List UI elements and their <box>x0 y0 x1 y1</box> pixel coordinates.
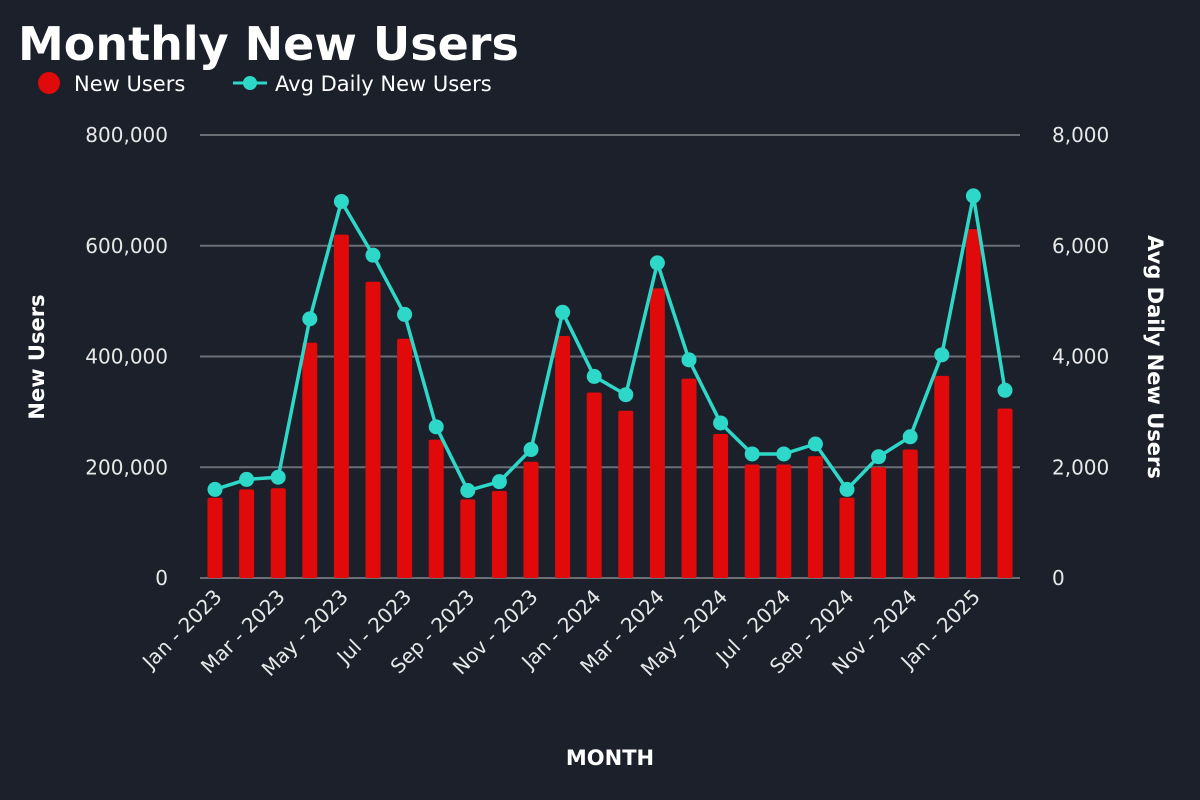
point-avg-daily-new-users[interactable] <box>491 474 507 490</box>
bar-new-users[interactable] <box>333 234 349 579</box>
point-avg-daily-new-users[interactable] <box>965 188 981 204</box>
bar-new-users[interactable] <box>428 439 444 578</box>
point-avg-daily-new-users[interactable] <box>713 415 729 431</box>
bar-new-users[interactable] <box>523 461 539 578</box>
bar-new-users[interactable] <box>207 497 223 578</box>
y-axis-left-ticks: 0 200,000 400,000 600,000 800,000 <box>85 123 168 590</box>
bar-new-users[interactable] <box>618 410 634 578</box>
legend-item-avg-daily[interactable]: Avg Daily New Users <box>233 72 492 96</box>
point-avg-daily-new-users[interactable] <box>776 446 792 462</box>
point-avg-daily-new-users[interactable] <box>839 481 855 497</box>
legend-item-new-users[interactable]: New Users <box>38 72 185 96</box>
bar-series <box>207 229 1013 579</box>
y-axis-right-ticks: 0 2,000 4,000 6,000 8,000 <box>1052 123 1109 590</box>
bar-new-users[interactable] <box>934 375 950 578</box>
point-avg-daily-new-users[interactable] <box>555 304 571 320</box>
bar-new-users[interactable] <box>807 456 823 578</box>
y2-tick-label: 4,000 <box>1052 345 1109 369</box>
point-avg-daily-new-users[interactable] <box>523 442 539 458</box>
point-avg-daily-new-users[interactable] <box>239 471 255 487</box>
gridlines <box>200 134 1020 579</box>
point-avg-daily-new-users[interactable] <box>428 419 444 435</box>
point-avg-daily-new-users[interactable] <box>460 483 476 499</box>
bar-new-users[interactable] <box>460 499 476 578</box>
legend-swatch-dot-avg-daily <box>243 76 257 90</box>
bar-new-users[interactable] <box>555 336 571 578</box>
point-avg-daily-new-users[interactable] <box>681 352 697 368</box>
bar-new-users[interactable] <box>239 489 255 578</box>
point-avg-daily-new-users[interactable] <box>397 306 413 322</box>
bar-new-users[interactable] <box>871 467 887 578</box>
chart-title: Monthly New Users <box>18 17 519 71</box>
bar-new-users[interactable] <box>302 342 318 578</box>
point-avg-daily-new-users[interactable] <box>207 481 223 497</box>
point-avg-daily-new-users[interactable] <box>997 382 1013 398</box>
line-series <box>207 188 1013 499</box>
point-avg-daily-new-users[interactable] <box>649 255 665 271</box>
y2-tick-label: 6,000 <box>1052 234 1109 258</box>
bar-new-users[interactable] <box>491 491 507 578</box>
y-tick-label: 0 <box>155 566 168 590</box>
x-axis-title: MONTH <box>566 746 654 770</box>
y-axis-title: New Users <box>25 294 49 419</box>
point-avg-daily-new-users[interactable] <box>871 449 887 465</box>
y-tick-label: 200,000 <box>85 455 168 479</box>
bar-new-users[interactable] <box>839 497 855 578</box>
bar-new-users[interactable] <box>776 464 792 578</box>
bar-new-users[interactable] <box>713 434 729 578</box>
y-tick-label: 800,000 <box>85 123 168 147</box>
line-avg-daily-new-users <box>214 194 1007 493</box>
bar-new-users[interactable] <box>586 392 602 578</box>
y-tick-label: 600,000 <box>85 234 168 258</box>
legend-label-new-users: New Users <box>74 72 185 96</box>
point-avg-daily-new-users[interactable] <box>807 436 823 452</box>
y-tick-label: 400,000 <box>85 345 168 369</box>
bar-new-users[interactable] <box>365 281 381 578</box>
y2-tick-label: 2,000 <box>1052 455 1109 479</box>
bar-new-users[interactable] <box>744 464 760 578</box>
point-avg-daily-new-users[interactable] <box>618 387 634 403</box>
legend-swatch-new-users <box>38 72 60 94</box>
point-avg-daily-new-users[interactable] <box>934 347 950 363</box>
point-avg-daily-new-users[interactable] <box>902 429 918 445</box>
bar-new-users[interactable] <box>681 378 697 578</box>
point-avg-daily-new-users[interactable] <box>270 469 286 485</box>
point-avg-daily-new-users[interactable] <box>365 247 381 263</box>
legend-label-avg-daily: Avg Daily New Users <box>275 72 492 96</box>
point-avg-daily-new-users[interactable] <box>302 311 318 327</box>
bar-new-users[interactable] <box>965 229 981 578</box>
bar-new-users[interactable] <box>270 488 286 578</box>
y2-axis-title: Avg Daily New Users <box>1143 235 1167 479</box>
point-avg-daily-new-users[interactable] <box>586 368 602 384</box>
legend: New Users Avg Daily New Users <box>38 72 492 96</box>
bar-new-users[interactable] <box>902 449 918 578</box>
point-avg-daily-new-users[interactable] <box>333 193 349 209</box>
point-avg-daily-new-users[interactable] <box>744 446 760 462</box>
y2-tick-label: 0 <box>1052 566 1065 590</box>
bar-new-users[interactable] <box>997 408 1013 578</box>
bar-new-users[interactable] <box>397 338 413 578</box>
y2-tick-label: 8,000 <box>1052 123 1109 147</box>
bar-new-users[interactable] <box>649 288 665 578</box>
